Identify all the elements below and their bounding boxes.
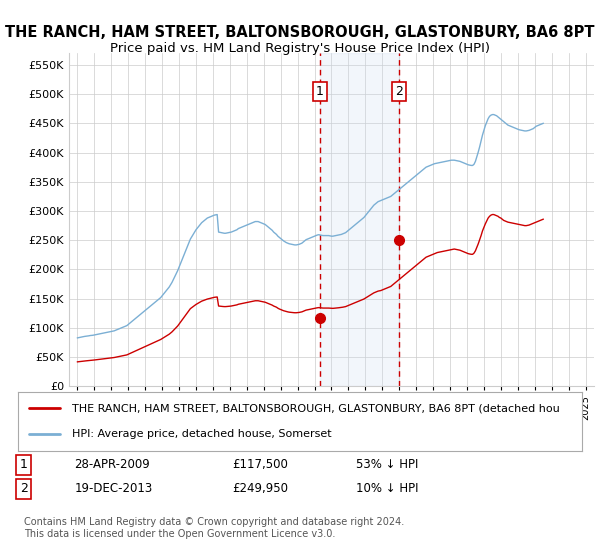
Text: 1: 1 bbox=[316, 85, 324, 98]
Text: 53% ↓ HPI: 53% ↓ HPI bbox=[356, 458, 419, 471]
Text: £249,950: £249,950 bbox=[232, 482, 289, 495]
Text: THE RANCH, HAM STREET, BALTONSBOROUGH, GLASTONBURY, BA6 8PT (detached hou: THE RANCH, HAM STREET, BALTONSBOROUGH, G… bbox=[71, 403, 559, 413]
Text: Contains HM Land Registry data © Crown copyright and database right 2024.
This d: Contains HM Land Registry data © Crown c… bbox=[23, 517, 404, 539]
Text: 1: 1 bbox=[20, 458, 28, 471]
Text: 19-DEC-2013: 19-DEC-2013 bbox=[74, 482, 152, 495]
Text: 2: 2 bbox=[395, 85, 403, 98]
Bar bbox=[320, 53, 399, 386]
Text: Price paid vs. HM Land Registry's House Price Index (HPI): Price paid vs. HM Land Registry's House … bbox=[110, 42, 490, 55]
Text: 28-APR-2009: 28-APR-2009 bbox=[74, 458, 150, 471]
Text: £117,500: £117,500 bbox=[232, 458, 288, 471]
Text: 2: 2 bbox=[20, 482, 28, 495]
Text: HPI: Average price, detached house, Somerset: HPI: Average price, detached house, Some… bbox=[71, 430, 331, 440]
Text: THE RANCH, HAM STREET, BALTONSBOROUGH, GLASTONBURY, BA6 8PT: THE RANCH, HAM STREET, BALTONSBOROUGH, G… bbox=[5, 25, 595, 40]
Text: 10% ↓ HPI: 10% ↓ HPI bbox=[356, 482, 419, 495]
